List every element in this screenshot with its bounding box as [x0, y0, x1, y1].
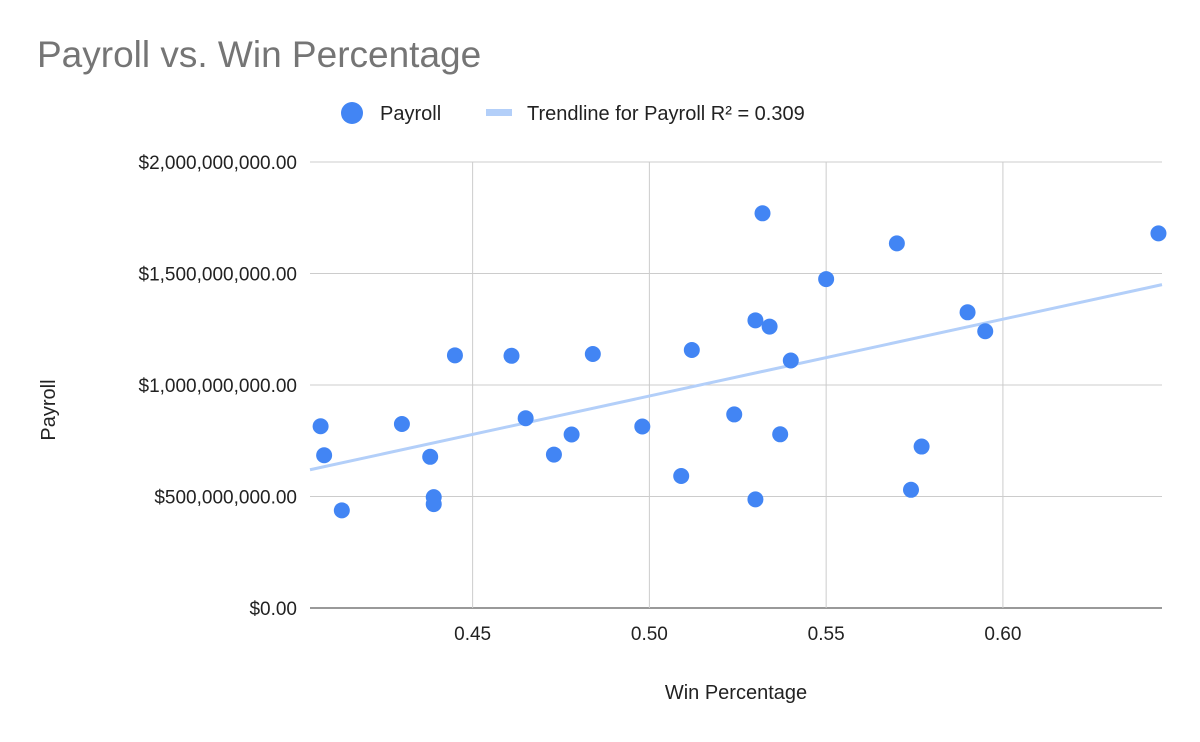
data-point[interactable] — [818, 271, 835, 288]
trendline — [309, 283, 1163, 472]
y-tick-label: $1,500,000,000.00 — [139, 265, 298, 286]
x-tick-label: 0.55 — [808, 624, 845, 645]
legend-marker-trendline — [486, 109, 512, 116]
data-point[interactable] — [312, 418, 329, 435]
legend-label-payroll: Payroll — [380, 103, 441, 125]
data-point[interactable] — [545, 446, 562, 463]
data-point[interactable] — [761, 318, 778, 335]
data-point[interactable] — [333, 502, 350, 519]
data-point[interactable] — [913, 438, 930, 455]
data-point[interactable] — [782, 352, 799, 369]
data-point[interactable] — [902, 481, 919, 498]
data-point[interactable] — [683, 341, 700, 358]
legend-label-trendline: Trendline for Payroll R² = 0.309 — [527, 103, 805, 125]
gridlines — [310, 161, 1162, 609]
x-tick-label: 0.45 — [454, 624, 491, 645]
data-point[interactable] — [747, 312, 764, 329]
y-tick-label: $0.00 — [249, 599, 297, 620]
data-point[interactable] — [726, 406, 743, 423]
x-axis-title: Win Percentage — [665, 682, 807, 704]
x-tick-label: 0.50 — [631, 624, 668, 645]
legend-marker-payroll — [341, 102, 363, 124]
chart-title: Payroll vs. Win Percentage — [37, 34, 482, 75]
data-point[interactable] — [888, 235, 905, 252]
data-point[interactable] — [977, 323, 994, 340]
data-point[interactable] — [747, 491, 764, 508]
y-tick-label: $2,000,000,000.00 — [139, 153, 298, 174]
data-point[interactable] — [422, 448, 439, 465]
data-point[interactable] — [634, 418, 651, 435]
data-point[interactable] — [446, 347, 463, 364]
y-axis-title: Payroll — [38, 379, 60, 440]
data-point[interactable] — [584, 346, 601, 363]
data-point[interactable] — [754, 205, 771, 222]
data-point[interactable] — [503, 347, 520, 364]
data-point[interactable] — [393, 416, 410, 433]
tick-labels: $0.00 $500,000,000.00 $1,000,000,000.00 $1,… — [139, 153, 1022, 645]
x-tick-label: 0.60 — [984, 624, 1021, 645]
data-point[interactable] — [425, 496, 442, 513]
data-point[interactable] — [316, 447, 333, 464]
data-point[interactable] — [563, 426, 580, 443]
data-point[interactable] — [517, 410, 534, 427]
data-point[interactable] — [959, 304, 976, 321]
data-point[interactable] — [1150, 225, 1167, 242]
data-points — [312, 205, 1167, 519]
y-tick-label: $500,000,000.00 — [154, 488, 297, 509]
data-point[interactable] — [673, 467, 690, 484]
data-point[interactable] — [772, 426, 789, 443]
y-tick-label: $1,000,000,000.00 — [139, 376, 298, 397]
legend[interactable]: Payroll Trendline for Payroll R² = 0.309 — [341, 102, 805, 125]
